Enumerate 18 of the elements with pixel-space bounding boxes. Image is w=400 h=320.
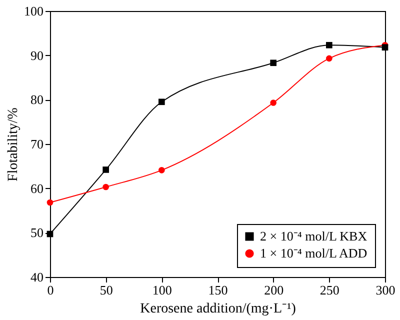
legend-label: 2 × 10⁻⁴ mol/L KBX <box>260 228 368 244</box>
x-tick-label: 250 <box>320 282 340 298</box>
x-axis-title: Kerosene addition/(mg·L⁻¹) <box>140 302 296 316</box>
x-tick-label: 200 <box>264 282 284 298</box>
y-axis-title: Flotability/% <box>6 107 21 182</box>
x-tick-label: 50 <box>100 282 113 298</box>
x-tick-label: 300 <box>376 282 396 298</box>
x-tick-label: 150 <box>208 282 228 298</box>
y-tick-label: 100 <box>24 4 44 18</box>
x-tick-label: 100 <box>152 282 172 298</box>
y-tick-label: 60 <box>30 180 44 196</box>
y-tick-label: 90 <box>30 48 44 63</box>
x-tick-label: 0 <box>47 282 54 298</box>
y-tick-label: 70 <box>30 136 44 152</box>
y-tick-label: 40 <box>30 270 44 284</box>
legend-label: 1 × 10⁻⁴ mol/L ADD <box>260 246 368 260</box>
y-tick-label: 80 <box>30 92 44 108</box>
y-tick-label: 50 <box>30 225 44 240</box>
